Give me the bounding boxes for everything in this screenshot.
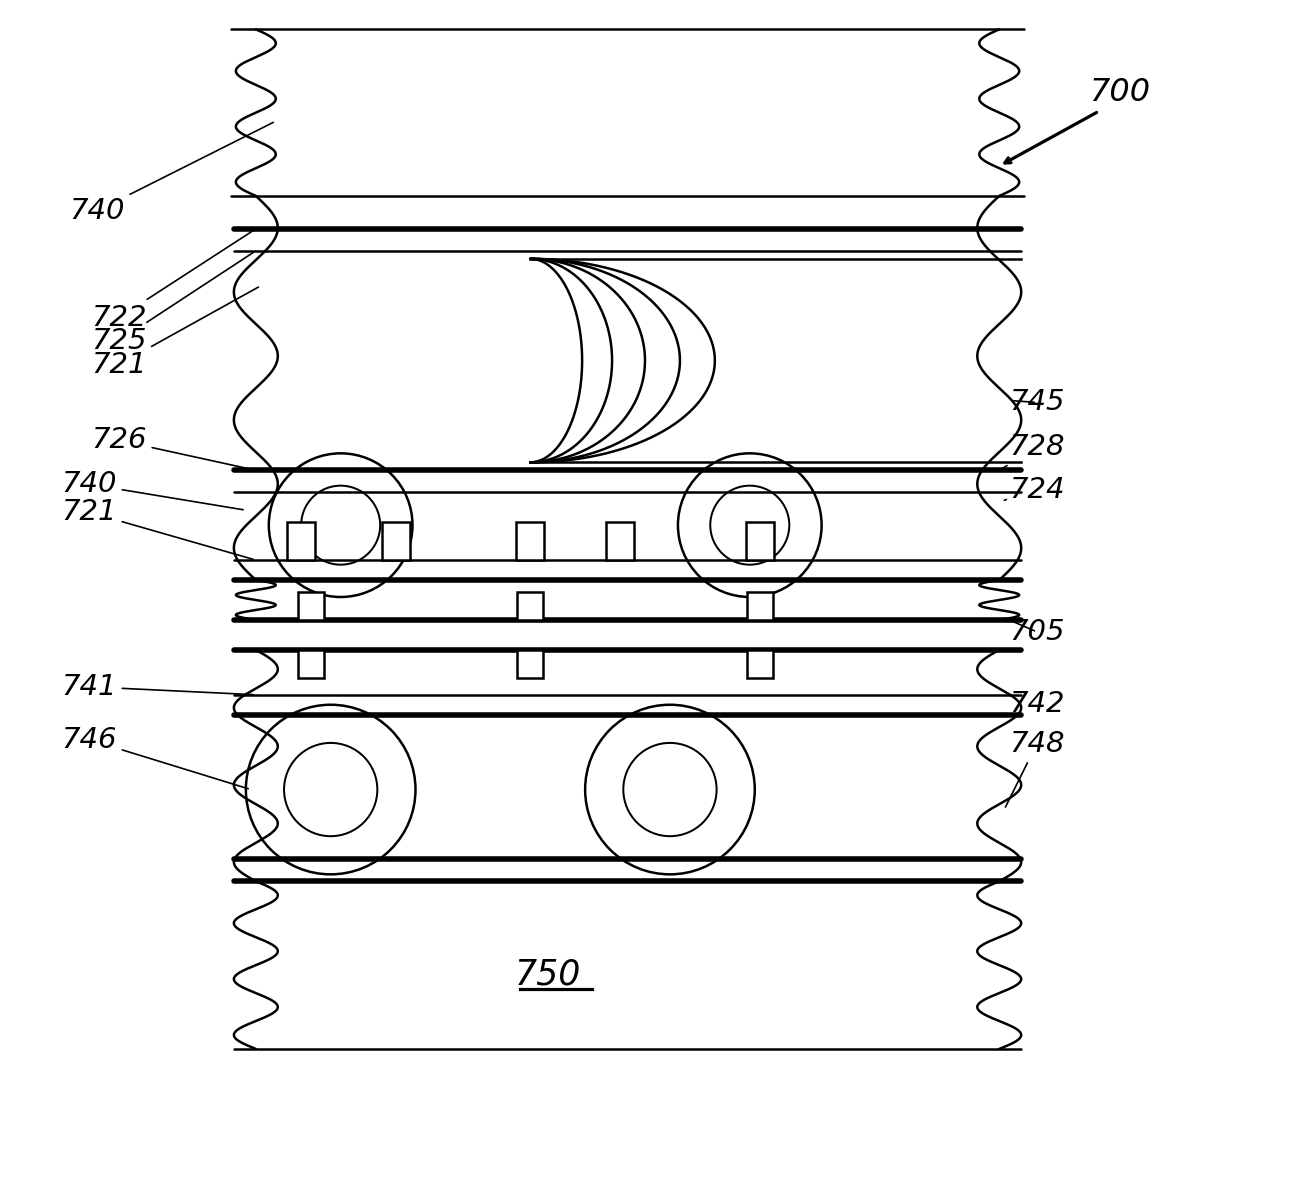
Text: 750: 750 [515,958,582,991]
Text: 740: 740 [61,470,244,510]
Bar [516,522,544,560]
Bar [746,650,772,678]
Bar [607,522,634,560]
Bar [517,650,543,678]
Bar [381,522,410,560]
Text: 748: 748 [1006,730,1065,807]
Text: 741: 741 [61,673,253,700]
Text: 725: 725 [91,252,254,355]
Text: 722: 722 [91,230,254,331]
Text: 742: 742 [1002,690,1065,718]
Text: 721: 721 [91,287,258,379]
Text: 721: 721 [61,498,253,560]
Bar [745,522,774,560]
Text: 705: 705 [1010,618,1065,646]
Text: 728: 728 [1002,434,1065,469]
Bar [286,522,315,560]
Bar [298,592,324,621]
Bar [517,592,543,621]
Bar [746,592,772,621]
Bar [298,650,324,678]
Text: 726: 726 [91,426,253,469]
Text: 724: 724 [1004,476,1065,504]
Text: 746: 746 [61,725,249,788]
Text: 700: 700 [1089,77,1150,108]
Text: 745: 745 [1010,388,1065,417]
Text: 740: 740 [69,123,273,225]
